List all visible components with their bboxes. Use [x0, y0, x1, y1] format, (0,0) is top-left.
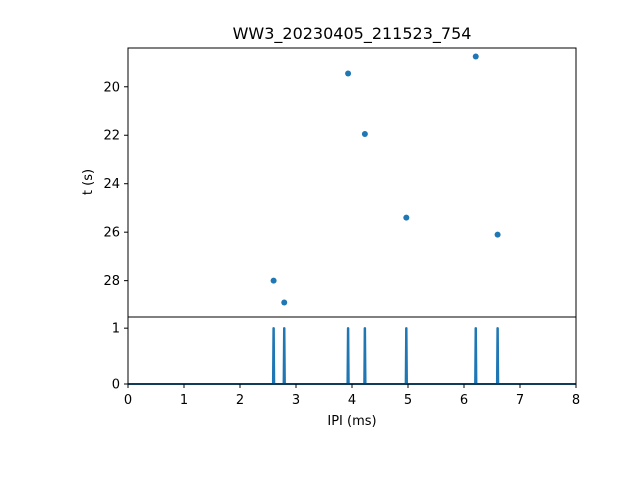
- y-axis-label: t (s): [81, 169, 96, 195]
- x-tick-label: 5: [404, 393, 412, 408]
- scatter-point-4: [361, 131, 368, 138]
- y-tick-label-top: 20: [103, 80, 120, 95]
- x-axis-ticks: 0 1 2 3 4 5 6 7 8: [124, 384, 580, 408]
- y-axis-ticks-bottom: 01: [112, 322, 128, 393]
- x-tick-label: 3: [292, 393, 300, 408]
- scatter-point-1: [270, 277, 277, 284]
- y-axis-ticks-top: 20 22 24 26 28: [103, 80, 128, 289]
- scatter-points: [270, 53, 501, 306]
- x-tick-label: 0: [124, 393, 132, 408]
- scatter-point-3: [345, 70, 352, 77]
- y-tick-label-top: 24: [103, 177, 120, 192]
- y-tick-label-top: 22: [103, 129, 120, 144]
- histogram-plot-frame: [127, 316, 577, 385]
- y-tick-label-top: 28: [103, 274, 120, 289]
- x-tick-label: 6: [460, 393, 468, 408]
- scatter-point-6: [472, 53, 479, 60]
- y-tick-label-bottom: 0: [112, 378, 120, 393]
- y-tick-label-top: 26: [103, 226, 120, 241]
- x-tick-label: 2: [236, 393, 244, 408]
- chart-title: WW3_20230405_211523_754: [233, 24, 472, 44]
- scatter-point-2: [281, 299, 288, 306]
- x-tick-label: 4: [348, 393, 356, 408]
- x-tick-label: 7: [516, 393, 524, 408]
- x-tick-label: 1: [180, 393, 188, 408]
- x-axis-label: IPI (ms): [327, 414, 376, 429]
- y-tick-label-bottom: 1: [112, 322, 120, 337]
- scatter-point-7: [494, 231, 501, 238]
- scatter-point-5: [403, 214, 410, 221]
- x-tick-label: 8: [572, 393, 580, 408]
